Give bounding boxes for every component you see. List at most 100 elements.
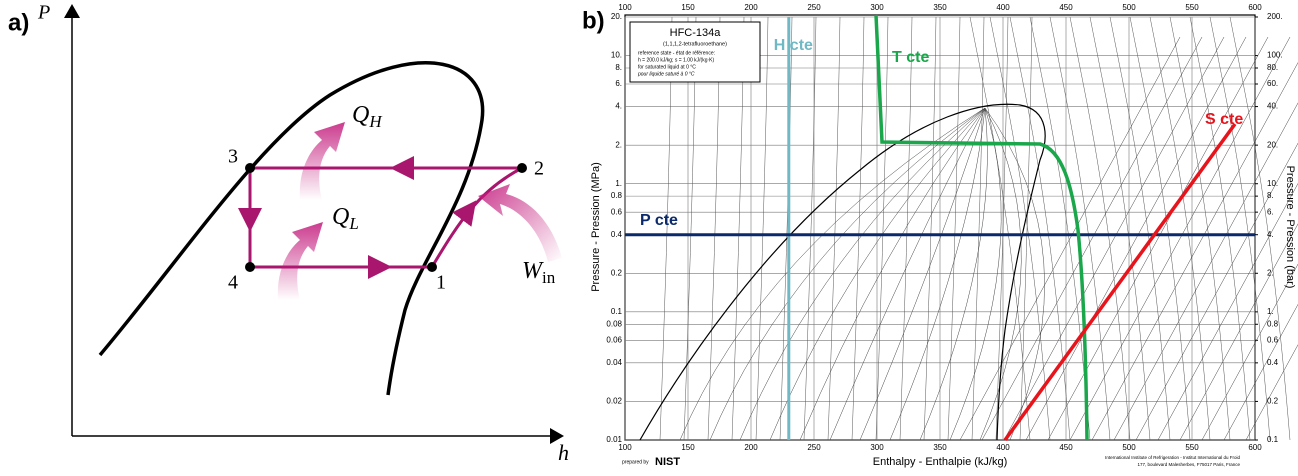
state-point: [245, 163, 255, 173]
x-tick-label: 600: [1248, 3, 1262, 12]
quality-line: [739, 107, 986, 441]
points: 1 2 3 4: [228, 146, 544, 294]
y-tick-label: 0.01: [606, 435, 622, 444]
x-tick-label: 150: [681, 3, 695, 12]
cycle-path: [430, 166, 523, 268]
isotherm: [1169, 16, 1231, 441]
y2-tick-label: 6.: [1267, 207, 1274, 216]
isentrope: [1069, 36, 1291, 441]
x-tick-label: 450: [1059, 3, 1073, 12]
quality-line: [709, 107, 986, 441]
saturation-dome: [639, 103, 1046, 441]
quality-line: [829, 107, 986, 441]
y2-tick-label: 4.: [1267, 230, 1274, 239]
saturation-dome: [98, 61, 485, 396]
isentrope: [1223, 303, 1298, 441]
note: pour liquide saturé à 0 °C: [637, 71, 695, 77]
work-label: Win: [522, 258, 556, 287]
quality-line: [949, 107, 1002, 441]
heat-label: QL: [332, 204, 359, 233]
cycle: [238, 156, 523, 279]
y-tick-label: 0.2: [611, 268, 623, 277]
isotherm: [1109, 16, 1171, 441]
isentrope: [1201, 263, 1298, 441]
axes: [71, 10, 560, 437]
axis-arrows: [64, 4, 564, 444]
isentrope: [1157, 183, 1298, 441]
isentrope: [1113, 102, 1298, 441]
chart-title: HFC-134a: [670, 27, 722, 39]
x-tick-label: 300: [870, 443, 884, 452]
isotherm: [1029, 16, 1091, 441]
x-tick-label: 100: [618, 3, 632, 12]
quality-line: [769, 107, 986, 441]
axis-label: P: [37, 2, 50, 24]
x-tick-label: 200: [744, 443, 758, 452]
isolines: [659, 16, 1298, 441]
panel-b: b) T cte S cte HFC-134a (1,1,1,2-tetrafl…: [582, 7, 1298, 468]
isotherm: [971, 16, 985, 441]
y-tick-label: 0.06: [606, 335, 622, 344]
isentrope: [1025, 36, 1247, 441]
y-tick-label: 4.: [615, 102, 622, 111]
x-tick-label: 350: [933, 443, 947, 452]
note: reference state - état de référence:: [638, 50, 715, 56]
isentrope: [1245, 344, 1298, 441]
isentrope: [959, 36, 1181, 441]
panel-label: a): [8, 9, 29, 36]
y-tick-label: 2.: [615, 140, 622, 149]
y2-tick-label: 0.2: [1267, 397, 1279, 406]
isotherm: [803, 16, 817, 441]
y2-tick-label: 0.8: [1267, 319, 1279, 328]
isotherm: [1049, 16, 1111, 441]
x-tick-label: 250: [807, 443, 821, 452]
x-tick-label: 600: [1248, 443, 1262, 452]
isotherm: [947, 16, 961, 441]
quality-line: [889, 107, 986, 441]
isotherm: [779, 16, 793, 441]
y2-tick-label: 0.1: [1267, 435, 1279, 444]
isentrope: [981, 36, 1203, 441]
quality-line: [984, 107, 1045, 441]
subtitle: (1,1,1,2-tetrafluoroethane): [663, 41, 727, 47]
y-tick-label: 0.04: [606, 358, 622, 367]
line-label: P cte: [640, 212, 678, 229]
isotherm: [1009, 16, 1071, 441]
arrow: [452, 200, 477, 227]
x-tick-label: 550: [1185, 3, 1199, 12]
x-tick-label: 500: [1122, 3, 1136, 12]
state-point: [245, 262, 255, 272]
x-tick-label: 250: [807, 3, 821, 12]
isotherm: [1089, 16, 1151, 441]
isotherm-highlight: [874, 14, 1089, 441]
isentrope: [1135, 142, 1298, 441]
y2-tick-label: 60.: [1267, 79, 1278, 88]
curve-label: S cte: [1205, 111, 1243, 128]
y-tick-label: 0.6: [611, 207, 623, 216]
y-axis-label: Pressure - Pression (MPa): [590, 162, 602, 292]
heat-arrow: [277, 222, 323, 300]
panel-label: b): [582, 7, 605, 34]
y2-tick-label: 0.6: [1267, 335, 1279, 344]
isotherm: [1129, 16, 1191, 441]
point-label: 1: [436, 272, 446, 294]
x-tick-label: 400: [996, 3, 1010, 12]
x-tick-label: 200: [744, 3, 758, 12]
isotherm: [1229, 16, 1291, 441]
x-tick-label: 400: [996, 443, 1010, 452]
isentrope: [1179, 223, 1298, 441]
isotherm: [875, 16, 889, 441]
title-frame: [629, 21, 761, 83]
y2-axis-label: Pressure - Pression (bar): [1284, 166, 1296, 289]
credit: International Institute of Refrigeration…: [1105, 455, 1240, 460]
isotherm: [923, 16, 937, 441]
y2-tick-label: 20.: [1267, 140, 1278, 149]
y2-tick-label: 1.: [1267, 307, 1274, 316]
y2-tick-label: 40.: [1267, 102, 1278, 111]
y-tick-label: 0.1: [611, 307, 623, 316]
x-tick-label: 550: [1185, 443, 1199, 452]
y2-tick-label: 100.: [1267, 51, 1283, 60]
y-tick-label: 1.: [615, 179, 622, 188]
isotherm: [851, 16, 865, 441]
